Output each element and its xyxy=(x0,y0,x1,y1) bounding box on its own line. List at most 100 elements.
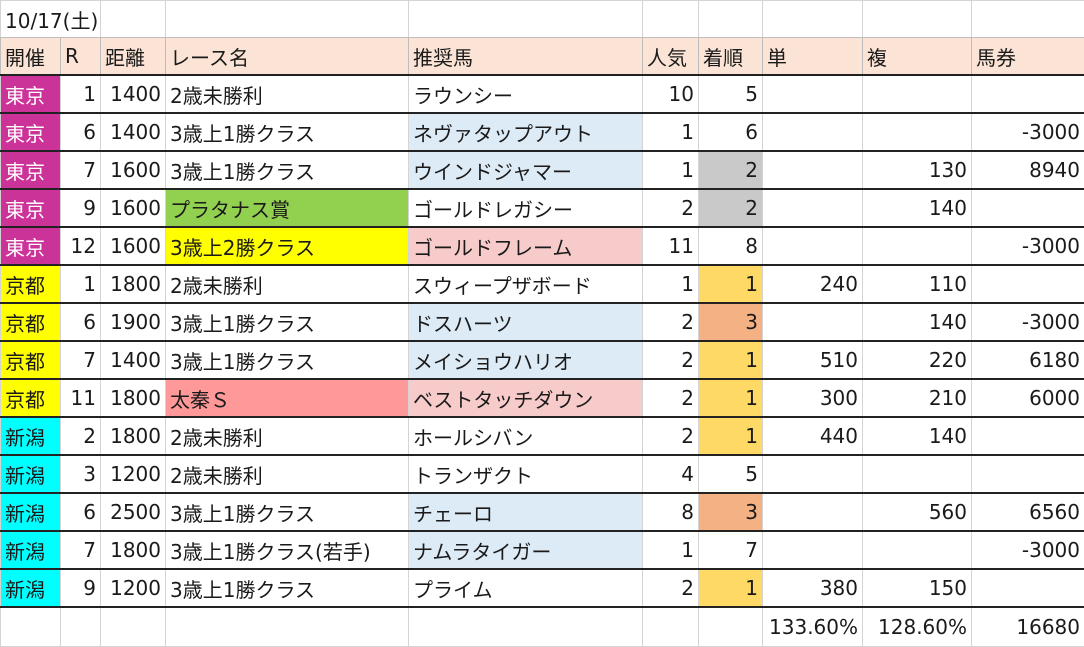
distance-cell[interactable]: 1200 xyxy=(101,569,166,607)
venue-cell[interactable]: 京都 xyxy=(1,341,61,379)
race-no-cell[interactable]: 6 xyxy=(61,493,101,531)
horse-cell[interactable]: ゴールドレガシー xyxy=(409,189,643,227)
header-ticket[interactable]: 馬券 xyxy=(972,38,1084,76)
horse-cell[interactable]: ドスハーツ xyxy=(409,303,643,341)
horse-cell[interactable]: ベストタッチダウン xyxy=(409,379,643,417)
total-ticket[interactable]: 16680 xyxy=(972,607,1084,647)
horse-cell[interactable]: メイショウハリオ xyxy=(409,341,643,379)
place-cell[interactable]: 110 xyxy=(863,265,972,303)
header-horse[interactable]: 推奨馬 xyxy=(409,38,643,76)
race-no-cell[interactable]: 9 xyxy=(61,189,101,227)
race-name-cell[interactable]: 3歳上1勝クラス xyxy=(166,341,409,379)
race-no-cell[interactable]: 7 xyxy=(61,151,101,189)
empty-cell[interactable] xyxy=(763,1,863,38)
venue-cell[interactable]: 新潟 xyxy=(1,493,61,531)
finish-cell[interactable]: 6 xyxy=(699,113,763,151)
popularity-cell[interactable]: 4 xyxy=(643,455,699,493)
race-name-cell[interactable]: 2歳未勝利 xyxy=(166,417,409,455)
finish-cell[interactable]: 2 xyxy=(699,151,763,189)
empty-cell[interactable] xyxy=(101,1,166,38)
win-cell[interactable] xyxy=(763,493,863,531)
popularity-cell[interactable]: 2 xyxy=(643,417,699,455)
finish-cell[interactable]: 8 xyxy=(699,227,763,265)
distance-cell[interactable]: 1900 xyxy=(101,303,166,341)
race-name-cell[interactable]: 2歳未勝利 xyxy=(166,75,409,113)
venue-cell[interactable]: 東京 xyxy=(1,75,61,113)
finish-cell[interactable]: 7 xyxy=(699,531,763,569)
race-name-cell[interactable]: 3歳上1勝クラス xyxy=(166,303,409,341)
race-name-cell[interactable]: 3歳上1勝クラス xyxy=(166,569,409,607)
win-cell[interactable] xyxy=(763,75,863,113)
win-cell[interactable] xyxy=(763,531,863,569)
win-cell[interactable] xyxy=(763,303,863,341)
header-popularity[interactable]: 人気 xyxy=(643,38,699,76)
finish-cell[interactable]: 5 xyxy=(699,455,763,493)
win-cell[interactable]: 510 xyxy=(763,341,863,379)
horse-cell[interactable]: ラウンシー xyxy=(409,75,643,113)
ticket-cell[interactable]: 8940 xyxy=(972,151,1084,189)
popularity-cell[interactable]: 2 xyxy=(643,341,699,379)
header-place[interactable]: 複 xyxy=(863,38,972,76)
popularity-cell[interactable]: 11 xyxy=(643,227,699,265)
race-name-cell[interactable]: 2歳未勝利 xyxy=(166,265,409,303)
race-name-cell[interactable]: 3歳上1勝クラス xyxy=(166,493,409,531)
distance-cell[interactable]: 1600 xyxy=(101,189,166,227)
empty-cell[interactable] xyxy=(972,1,1084,38)
race-no-cell[interactable]: 1 xyxy=(61,75,101,113)
place-cell[interactable]: 210 xyxy=(863,379,972,417)
empty-cell[interactable] xyxy=(61,607,101,647)
race-name-cell[interactable]: 3歳上2勝クラス xyxy=(166,227,409,265)
header-finish[interactable]: 着順 xyxy=(699,38,763,76)
ticket-cell[interactable] xyxy=(972,265,1084,303)
race-name-cell[interactable]: 2歳未勝利 xyxy=(166,455,409,493)
header-race-no[interactable]: R xyxy=(61,38,101,76)
horse-cell[interactable]: ネヴァタップアウト xyxy=(409,113,643,151)
popularity-cell[interactable]: 1 xyxy=(643,113,699,151)
venue-cell[interactable]: 新潟 xyxy=(1,455,61,493)
race-no-cell[interactable]: 1 xyxy=(61,265,101,303)
empty-cell[interactable] xyxy=(1,607,61,647)
horse-cell[interactable]: スウィープザボード xyxy=(409,265,643,303)
empty-cell[interactable] xyxy=(699,607,763,647)
place-cell[interactable]: 140 xyxy=(863,303,972,341)
venue-cell[interactable]: 新潟 xyxy=(1,531,61,569)
distance-cell[interactable]: 1400 xyxy=(101,75,166,113)
win-cell[interactable] xyxy=(763,227,863,265)
empty-cell[interactable] xyxy=(643,607,699,647)
distance-cell[interactable]: 2500 xyxy=(101,493,166,531)
venue-cell[interactable]: 京都 xyxy=(1,303,61,341)
distance-cell[interactable]: 1400 xyxy=(101,341,166,379)
finish-cell[interactable]: 1 xyxy=(699,379,763,417)
distance-cell[interactable]: 1800 xyxy=(101,531,166,569)
popularity-cell[interactable]: 2 xyxy=(643,569,699,607)
ticket-cell[interactable]: -3000 xyxy=(972,113,1084,151)
venue-cell[interactable]: 新潟 xyxy=(1,569,61,607)
total-place-rate[interactable]: 128.60% xyxy=(863,607,972,647)
finish-cell[interactable]: 2 xyxy=(699,189,763,227)
popularity-cell[interactable]: 1 xyxy=(643,531,699,569)
horse-cell[interactable]: トランザクト xyxy=(409,455,643,493)
empty-cell[interactable] xyxy=(101,607,166,647)
place-cell[interactable] xyxy=(863,113,972,151)
finish-cell[interactable]: 1 xyxy=(699,341,763,379)
win-cell[interactable] xyxy=(763,455,863,493)
finish-cell[interactable]: 3 xyxy=(699,493,763,531)
empty-cell[interactable] xyxy=(166,1,409,38)
race-name-cell[interactable]: 3歳上1勝クラス(若手) xyxy=(166,531,409,569)
place-cell[interactable]: 150 xyxy=(863,569,972,607)
distance-cell[interactable]: 1800 xyxy=(101,265,166,303)
horse-cell[interactable]: プライム xyxy=(409,569,643,607)
place-cell[interactable] xyxy=(863,75,972,113)
header-distance[interactable]: 距離 xyxy=(101,38,166,76)
win-cell[interactable] xyxy=(763,113,863,151)
race-no-cell[interactable]: 11 xyxy=(61,379,101,417)
popularity-cell[interactable]: 1 xyxy=(643,265,699,303)
place-cell[interactable] xyxy=(863,531,972,569)
horse-cell[interactable]: ホールシバン xyxy=(409,417,643,455)
popularity-cell[interactable]: 8 xyxy=(643,493,699,531)
ticket-cell[interactable]: -3000 xyxy=(972,227,1084,265)
place-cell[interactable]: 140 xyxy=(863,417,972,455)
horse-cell[interactable]: ウインドジャマー xyxy=(409,151,643,189)
distance-cell[interactable]: 1200 xyxy=(101,455,166,493)
distance-cell[interactable]: 1600 xyxy=(101,227,166,265)
